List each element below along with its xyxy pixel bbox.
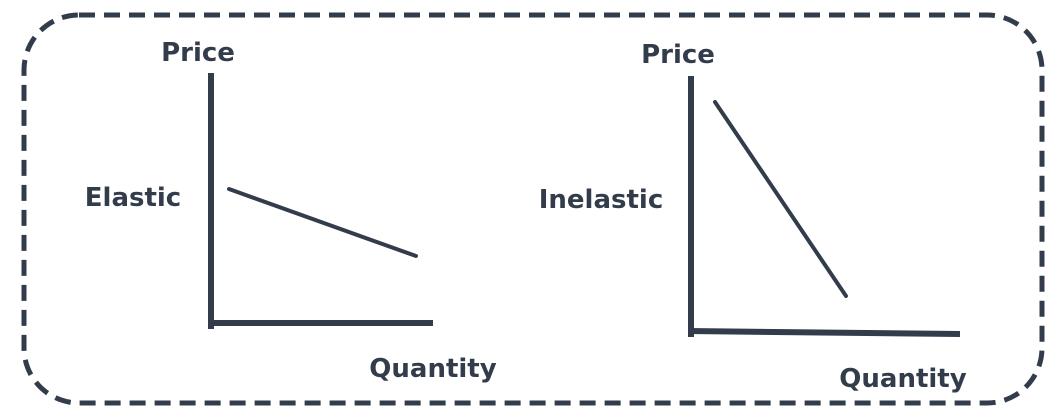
elastic-quantity-label: Quantity [369, 354, 496, 384]
inelastic-quantity-label: Quantity [839, 364, 966, 394]
elastic-panel: Price Elastic Quantity [85, 38, 497, 384]
inelastic-label: Inelastic [539, 185, 664, 215]
inelastic-x-axis [687, 328, 961, 337]
elastic-label: Elastic [85, 183, 181, 213]
dashed-border [21, 12, 1045, 406]
elastic-demand-curve [227, 187, 418, 258]
inelastic-demand-curve [713, 100, 848, 298]
elastic-price-label: Price [161, 38, 235, 68]
inelastic-price-label: Price [641, 40, 715, 70]
inelastic-panel: Price Inelastic Quantity [539, 40, 967, 394]
